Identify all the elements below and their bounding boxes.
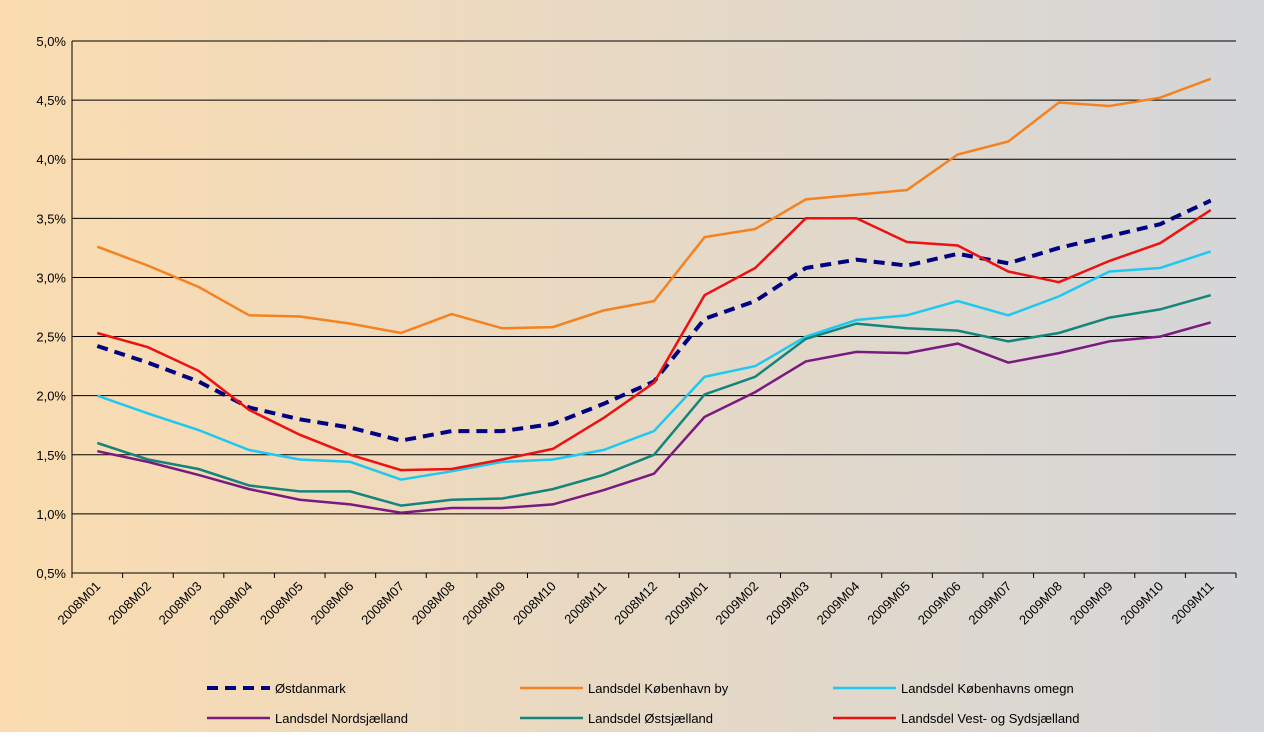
legend-label: Østdanmark [275,681,346,696]
y-tick-label: 2,5% [36,330,66,345]
y-tick-label: 4,5% [36,93,66,108]
legend-label: Landsdel København by [588,681,729,696]
y-tick-label: 5,0% [36,34,66,49]
y-tick-label: 0,5% [36,566,66,581]
legend-label: Landsdel Vest- og Sydsjælland [901,711,1080,726]
series-line [96,250,1212,481]
y-tick-label: 1,0% [36,507,66,522]
y-tick-label: 3,5% [36,211,66,226]
series-line [96,209,1212,472]
y-tick-label: 4,0% [36,152,66,167]
legend-label: Landsdel Københavns omegn [901,681,1074,696]
series-line [97,321,1212,514]
series-line [96,77,1212,335]
y-tick-label: 1,5% [36,448,66,463]
legend-label: Landsdel Østsjælland [588,711,713,726]
y-tick-label: 2,0% [36,389,66,404]
y-tick-label: 3,0% [36,270,66,285]
legend-label: Landsdel Nordsjælland [275,711,408,726]
series-line [96,293,1212,507]
